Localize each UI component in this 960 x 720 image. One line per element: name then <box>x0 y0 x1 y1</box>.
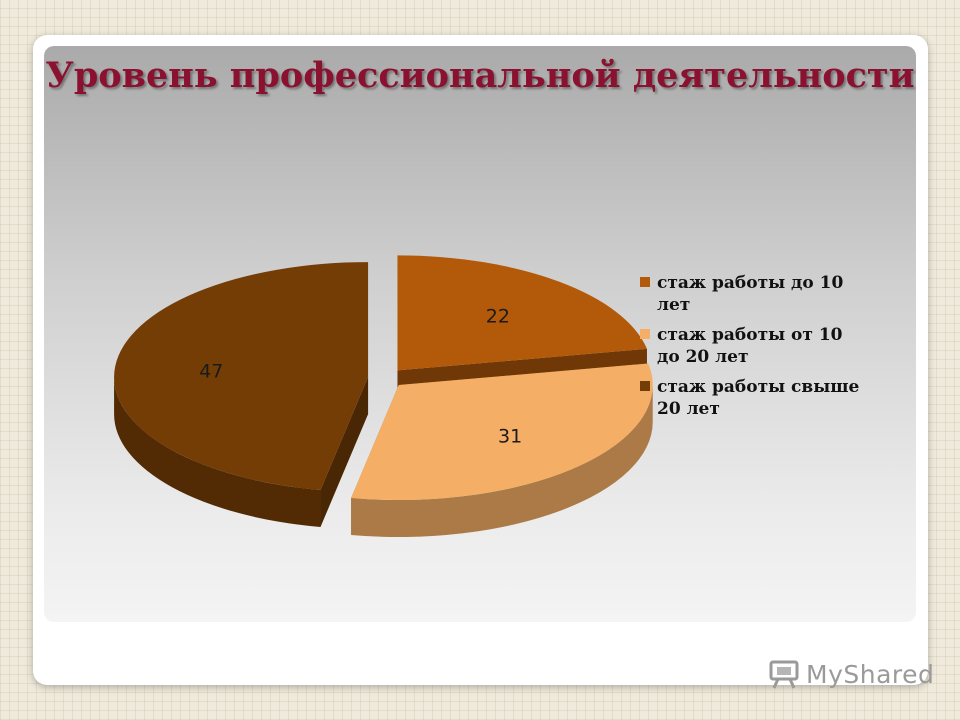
legend: стаж работы до 10 лет стаж работы от 10 … <box>640 272 916 428</box>
pie-slice-2-wall-0 <box>320 377 369 528</box>
legend-item-0: стаж работы до 10 лет <box>640 272 916 316</box>
pie-chart: 22 31 47 <box>114 255 653 538</box>
presentation-board-icon <box>769 660 799 689</box>
pie-data-label-2: 47 <box>199 360 223 382</box>
legend-label-2-line2: 20 лет <box>657 399 720 419</box>
pie-data-label-1: 31 <box>498 425 522 447</box>
legend-label-0-line2: лет <box>657 295 691 315</box>
legend-label-2-line1: стаж работы свыше <box>657 377 860 397</box>
myshared-logo[interactable]: MyShared <box>768 656 934 692</box>
legend-swatch-1 <box>640 329 650 339</box>
chart-title-text: Уровень профессиональной деятельности <box>45 55 915 96</box>
pie-data-label-0: 22 <box>486 305 510 327</box>
legend-item-2: стаж работы свыше 20 лет <box>640 376 916 420</box>
legend-label-1-line1: стаж работы от 10 <box>657 325 843 345</box>
legend-item-1: стаж работы от 10 до 20 лет <box>640 324 916 368</box>
legend-label-1-line2: до 20 лет <box>657 347 749 367</box>
pie-slice-2 <box>114 262 369 491</box>
legend-swatch-0 <box>640 277 650 287</box>
pie-slice-0 <box>397 255 647 371</box>
pie-slice-1 <box>351 363 653 501</box>
logo-text: MyShared <box>806 659 935 689</box>
legend-label-0-line1: стаж работы до 10 <box>657 273 844 293</box>
chart-area: Уровень профессиональной деятельности 22… <box>44 46 916 622</box>
pie-slice-2-outer-wall <box>114 377 321 528</box>
legend-swatch-2 <box>640 381 650 391</box>
chart-title: Уровень профессиональной деятельности <box>44 54 916 98</box>
pie-slice-1-outer-wall <box>351 385 653 538</box>
